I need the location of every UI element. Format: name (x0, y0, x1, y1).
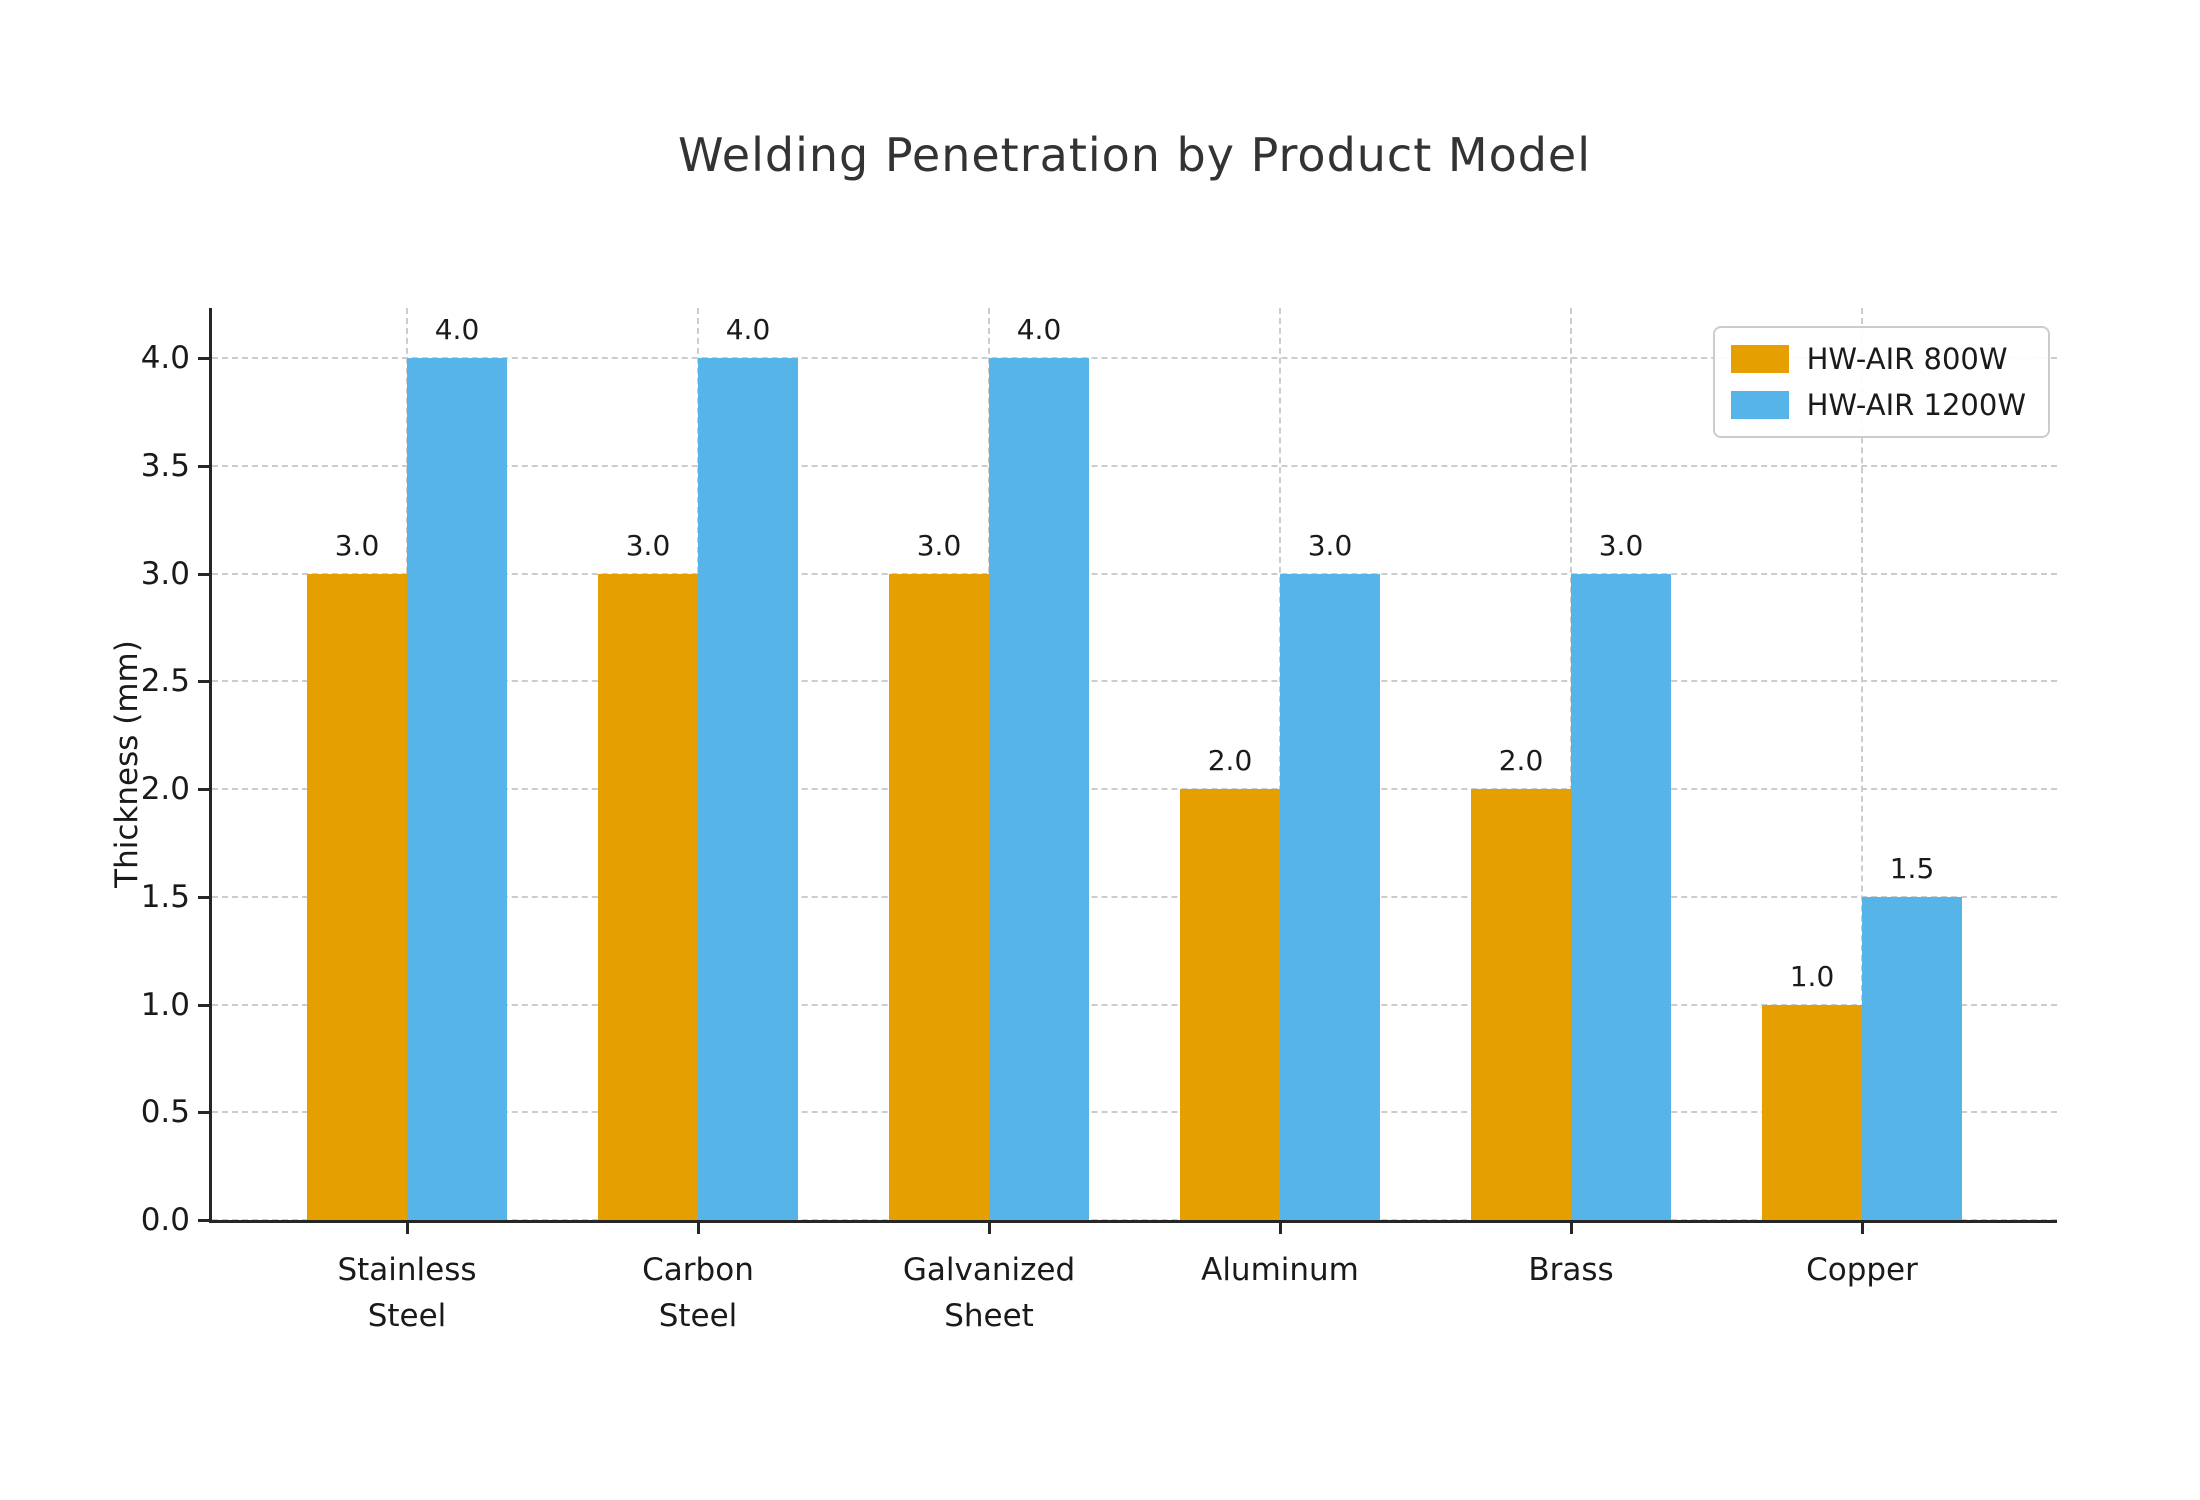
x-tick-mark (697, 1220, 700, 1234)
bar-hw-air-1200w-6 (1862, 896, 1962, 1220)
x-tick-mark (988, 1220, 991, 1234)
value-label: 2.0 (1498, 744, 1544, 777)
y-tick-mark (198, 572, 212, 576)
bar-hw-air-800w-5 (1471, 789, 1571, 1220)
h-gridline (212, 572, 2057, 575)
h-gridline (212, 1111, 2057, 1114)
bar-hw-air-800w-6 (1762, 1004, 1862, 1220)
x-tick-mark (1861, 1220, 1864, 1234)
y-tick-label: 1.0 (140, 986, 190, 1023)
value-label: 2.0 (1207, 744, 1253, 777)
y-tick-label: 3.0 (140, 555, 190, 592)
y-tick-mark (198, 1003, 212, 1007)
bar-hw-air-1200w-4 (1280, 573, 1380, 1220)
value-label: 1.5 (1889, 851, 1935, 885)
value-label: 3.0 (916, 528, 962, 562)
x-tick-label: Stainless Steel (337, 1252, 477, 1334)
bar-hw-air-1200w-2 (698, 358, 798, 1220)
y-tick-mark (198, 464, 212, 468)
x-tick-label: Aluminum (1201, 1252, 1359, 1288)
x-tick-mark (1570, 1220, 1573, 1234)
x-tick-label: Brass (1528, 1252, 1614, 1288)
x-tick-mark (1279, 1220, 1282, 1234)
y-tick-label: 0.5 (140, 1094, 190, 1131)
value-label: 3.0 (1598, 528, 1644, 562)
y-tick-mark (198, 1219, 212, 1222)
legend-label: HW-AIR 1200W (1806, 388, 2026, 422)
y-tick-label: 1.5 (140, 878, 190, 915)
bar-hw-air-800w-3 (889, 573, 989, 1220)
legend: HW-AIR 800W HW-AIR 1200W (1712, 326, 2050, 438)
x-tick-label: Carbon Steel (642, 1252, 754, 1334)
h-gridline (212, 1003, 2057, 1006)
h-gridline (212, 464, 2057, 467)
bar-hw-air-800w-4 (1180, 789, 1280, 1220)
value-label: 3.0 (334, 528, 380, 562)
x-tick-label: Galvanized Sheet (902, 1252, 1076, 1334)
y-tick-label: 2.0 (140, 771, 190, 807)
value-label: 3.0 (625, 528, 671, 562)
y-axis-spine (209, 308, 212, 1223)
h-gridline (212, 788, 2057, 790)
bar-hw-air-800w-1 (307, 573, 407, 1220)
legend-swatch-hw-air-800w (1730, 345, 1789, 373)
bar-hw-air-1200w-5 (1571, 573, 1671, 1220)
value-label: 4.0 (1016, 313, 1062, 346)
legend-item: HW-AIR 800W (1730, 342, 2026, 376)
chart-title: Welding Penetration by Product Model (678, 128, 1591, 182)
y-tick-mark (198, 895, 212, 899)
y-tick-label: 2.5 (140, 663, 190, 700)
value-label: 1.0 (1789, 959, 1835, 993)
x-tick-mark (406, 1220, 409, 1234)
bar-hw-air-800w-2 (598, 573, 698, 1220)
y-tick-label: 3.5 (140, 447, 190, 484)
h-gridline (212, 680, 2057, 683)
y-tick-label: 4.0 (140, 340, 190, 376)
x-axis-spine (209, 1220, 2057, 1223)
y-tick-mark (198, 1111, 212, 1115)
value-label: 3.0 (1307, 528, 1353, 562)
h-gridline (212, 895, 2057, 898)
h-gridline (212, 357, 2057, 359)
y-tick-mark (198, 357, 212, 360)
v-gridline (1861, 308, 1863, 1220)
y-tick-mark (198, 680, 212, 684)
legend-item: HW-AIR 1200W (1730, 388, 2026, 422)
bar-hw-air-1200w-3 (989, 358, 1089, 1220)
y-tick-label: 0.0 (140, 1202, 190, 1238)
x-tick-label: Copper (1806, 1252, 1918, 1288)
y-tick-mark (198, 788, 212, 791)
legend-swatch-hw-air-1200w (1730, 391, 1789, 419)
value-label: 4.0 (725, 313, 771, 346)
bar-hw-air-1200w-1 (407, 358, 507, 1220)
legend-label: HW-AIR 800W (1806, 342, 2008, 376)
value-label: 4.0 (434, 313, 480, 346)
